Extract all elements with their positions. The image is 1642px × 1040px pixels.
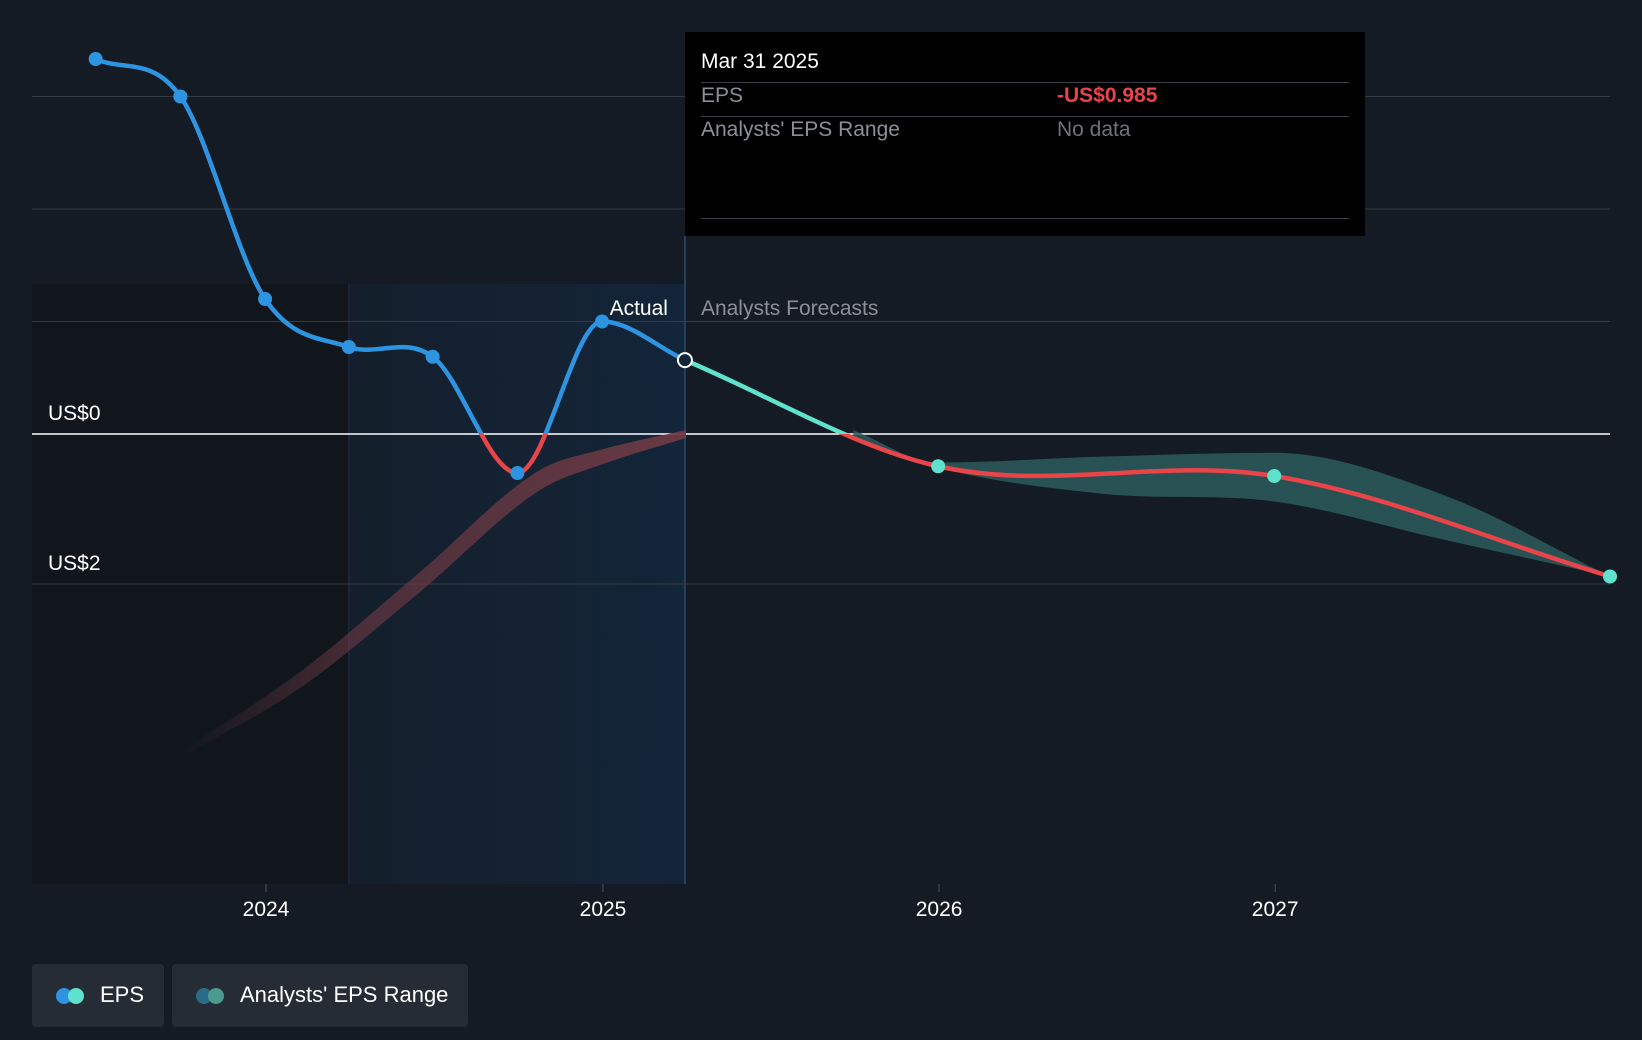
eps-actual-line-positive [93,56,688,434]
eps-actual-point [258,292,273,306]
y-axis-tick-label: US$2 [48,552,101,575]
eps-actual-point [510,466,525,480]
eps-actual-point [88,52,103,66]
tooltip-date: Mar 31 2025 [701,50,819,73]
eps-actual-point [595,314,610,329]
eps-range-legend-icon [208,988,224,1004]
tooltip-range-label: Analysts' EPS Range [701,118,900,141]
eps-forecast-point [931,459,946,474]
eps-selected-point [676,352,693,369]
legend-item-eps[interactable]: EPS [32,964,164,1027]
eps-actual-point [341,340,356,354]
eps-forecast-point [1267,469,1282,483]
eps-forecast-line-positive [682,357,850,434]
eps-actual-point [173,89,188,104]
y-axis-tick-label: US$0 [48,402,101,425]
tooltip: Mar 31 2025 EPS -US$0.985 Analysts' EPS … [685,32,1365,236]
tooltip-range-value: No data [1057,118,1131,141]
x-axis-tick-label: 2026 [916,898,963,921]
forecast-section-label: Analysts Forecasts [701,297,878,320]
eps-forecast-line-negative [838,434,1613,579]
tooltip-divider [701,82,1349,83]
legend-item-eps-range[interactable]: Analysts' EPS Range [172,964,468,1027]
eps-legend-icon [68,988,84,1004]
tooltip-divider [701,116,1349,117]
past-eps-trend-band [180,430,686,758]
x-axis-tick-label: 2025 [580,898,627,921]
eps-actual-point [425,349,440,364]
eps-forecast-point [1603,569,1617,584]
tooltip-eps-label: EPS [701,84,744,107]
legend-eps-label: EPS [100,982,145,1007]
x-axis-tick-label: 2024 [243,898,290,921]
legend-eps-range-label: Analysts' EPS Range [240,982,449,1007]
actual-section-label: Actual [610,297,668,320]
forecast-eps-range-band [853,430,1611,577]
x-axis-tick-label: 2027 [1252,898,1299,921]
tooltip-eps-value: -US$0.985 [1057,84,1158,107]
tooltip-divider [701,218,1349,219]
